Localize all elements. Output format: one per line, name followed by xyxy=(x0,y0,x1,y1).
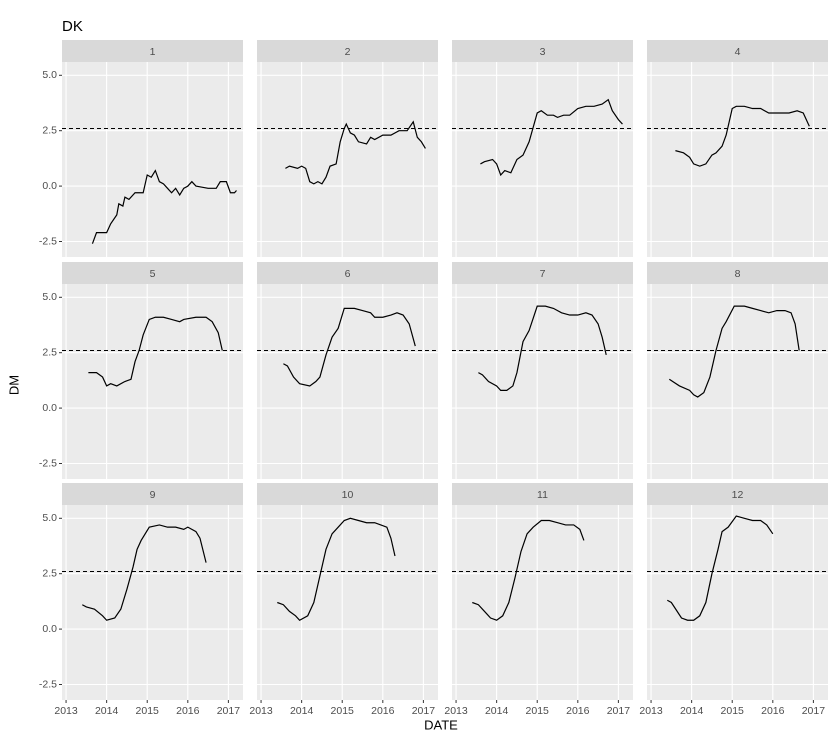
strip xyxy=(257,483,438,505)
panel xyxy=(647,284,828,479)
y-tick-label: 0.0 xyxy=(42,623,57,635)
x-tick-label: 2016 xyxy=(761,705,785,717)
x-tick-label: 2014 xyxy=(485,705,509,717)
line xyxy=(480,98,623,177)
y-tick-label: 2.5 xyxy=(42,567,57,579)
panel xyxy=(647,62,828,257)
strip xyxy=(452,483,633,505)
x-tick-label: 2013 xyxy=(444,705,468,717)
strip-label: 9 xyxy=(150,489,156,501)
x-tick-label: 2016 xyxy=(371,705,395,717)
panel xyxy=(647,505,828,700)
strip xyxy=(452,262,633,284)
line xyxy=(277,517,396,621)
panel xyxy=(257,62,438,257)
line xyxy=(478,305,607,391)
x-tick-label: 2014 xyxy=(95,705,119,717)
strip xyxy=(647,262,828,284)
panel xyxy=(452,62,633,257)
line xyxy=(283,307,416,387)
line xyxy=(82,524,207,621)
x-tick-label: 2014 xyxy=(290,705,314,717)
y-tick-label: -2.5 xyxy=(39,235,57,247)
x-tick-label: 2017 xyxy=(607,705,631,717)
strip xyxy=(257,262,438,284)
strip xyxy=(62,483,243,505)
x-tick-label: 2013 xyxy=(639,705,663,717)
line xyxy=(667,515,774,621)
strip-label: 7 xyxy=(540,268,546,280)
strip xyxy=(647,483,828,505)
x-tick-label: 2015 xyxy=(526,705,550,717)
strip xyxy=(257,40,438,62)
strip-label: 5 xyxy=(150,268,156,280)
chart-title: DK xyxy=(62,18,83,35)
y-tick-label: 2.5 xyxy=(42,346,57,358)
y-tick-label: 0.0 xyxy=(42,402,57,414)
panel xyxy=(62,284,243,479)
x-tick-label: 2013 xyxy=(54,705,78,717)
x-tick-label: 2017 xyxy=(412,705,436,717)
y-tick-label: 5.0 xyxy=(42,512,57,524)
line xyxy=(285,120,426,185)
line xyxy=(675,105,810,167)
strip xyxy=(452,40,633,62)
x-tick-label: 2015 xyxy=(136,705,160,717)
panel xyxy=(257,505,438,700)
strip-label: 2 xyxy=(345,46,351,58)
strip-label: 8 xyxy=(735,268,741,280)
y-tick-label: -2.5 xyxy=(39,457,57,469)
strip xyxy=(62,262,243,284)
strip-label: 12 xyxy=(732,489,744,501)
line xyxy=(472,519,585,621)
y-tick-label: 0.0 xyxy=(42,180,57,192)
strip-label: 1 xyxy=(150,46,156,58)
strip-label: 4 xyxy=(735,46,741,58)
strip-label: 3 xyxy=(540,46,546,58)
x-tick-label: 2016 xyxy=(566,705,590,717)
y-tick-label: -2.5 xyxy=(39,678,57,690)
y-tick-label: 5.0 xyxy=(42,69,57,81)
y-tick-label: 5.0 xyxy=(42,291,57,303)
x-tick-label: 2015 xyxy=(331,705,355,717)
line xyxy=(668,305,800,398)
panel xyxy=(62,62,243,257)
x-tick-label: 2013 xyxy=(249,705,273,717)
strip-label: 10 xyxy=(342,489,354,501)
line xyxy=(88,316,223,387)
strip xyxy=(62,40,243,62)
x-tick-label: 2015 xyxy=(721,705,745,717)
panel xyxy=(62,505,243,700)
panel xyxy=(257,284,438,479)
x-tick-label: 2017 xyxy=(802,705,826,717)
strip-label: 11 xyxy=(537,489,548,501)
y-tick-label: 2.5 xyxy=(42,124,57,136)
x-tick-label: 2017 xyxy=(217,705,241,717)
y-axis-label: DM xyxy=(6,375,21,395)
line xyxy=(91,169,237,244)
strip-label: 6 xyxy=(345,268,351,280)
strip xyxy=(647,40,828,62)
x-tick-label: 2016 xyxy=(176,705,200,717)
x-axis-label: DATE xyxy=(424,717,458,732)
panel xyxy=(452,284,633,479)
panel xyxy=(452,505,633,700)
x-tick-label: 2014 xyxy=(680,705,704,717)
